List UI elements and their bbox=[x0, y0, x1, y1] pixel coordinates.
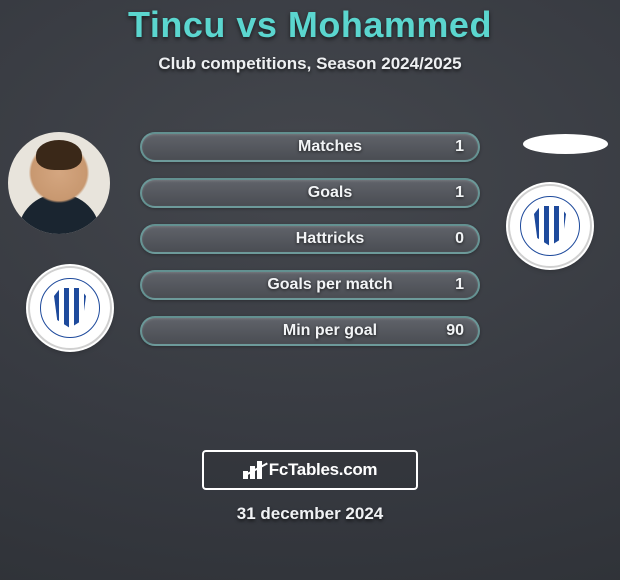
infographic-container: Tincu vs Mohammed Club competitions, Sea… bbox=[0, 0, 620, 524]
stat-right-value: 1 bbox=[455, 276, 464, 294]
stat-row-min-per-goal: Min per goal 90 bbox=[140, 316, 480, 346]
footer-date: 31 december 2024 bbox=[0, 504, 620, 524]
main-area: Matches 1 Goals 1 Hattricks 0 Goals per … bbox=[0, 102, 620, 442]
club-badge-left bbox=[28, 266, 112, 350]
club-badge-inner bbox=[40, 278, 100, 338]
stat-right-value: 1 bbox=[455, 184, 464, 202]
player-hair-shape bbox=[36, 140, 82, 170]
branding-text: FcTables.com bbox=[269, 460, 378, 480]
chart-icon bbox=[243, 461, 265, 479]
stat-label: Hattricks bbox=[142, 230, 478, 248]
club-badge-inner bbox=[520, 196, 580, 256]
chart-icon-line bbox=[245, 463, 272, 485]
stat-row-matches: Matches 1 bbox=[140, 132, 480, 162]
page-subtitle: Club competitions, Season 2024/2025 bbox=[0, 54, 620, 74]
player-left-photo bbox=[8, 132, 110, 234]
stat-right-value: 0 bbox=[455, 230, 464, 248]
branding-box[interactable]: FcTables.com bbox=[202, 450, 418, 490]
stat-label: Goals bbox=[142, 184, 478, 202]
stats-panel: Matches 1 Goals 1 Hattricks 0 Goals per … bbox=[140, 132, 480, 362]
stat-label: Matches bbox=[142, 138, 478, 156]
stat-row-hattricks: Hattricks 0 bbox=[140, 224, 480, 254]
stat-row-goals: Goals 1 bbox=[140, 178, 480, 208]
stat-row-goals-per-match: Goals per match 1 bbox=[140, 270, 480, 300]
stat-right-value: 90 bbox=[446, 322, 464, 340]
stat-label: Goals per match bbox=[142, 276, 478, 294]
club-badge-right bbox=[508, 184, 592, 268]
stat-label: Min per goal bbox=[142, 322, 478, 340]
stat-right-value: 1 bbox=[455, 138, 464, 156]
page-title: Tincu vs Mohammed bbox=[0, 4, 620, 46]
player-right-photo-placeholder bbox=[523, 134, 608, 154]
